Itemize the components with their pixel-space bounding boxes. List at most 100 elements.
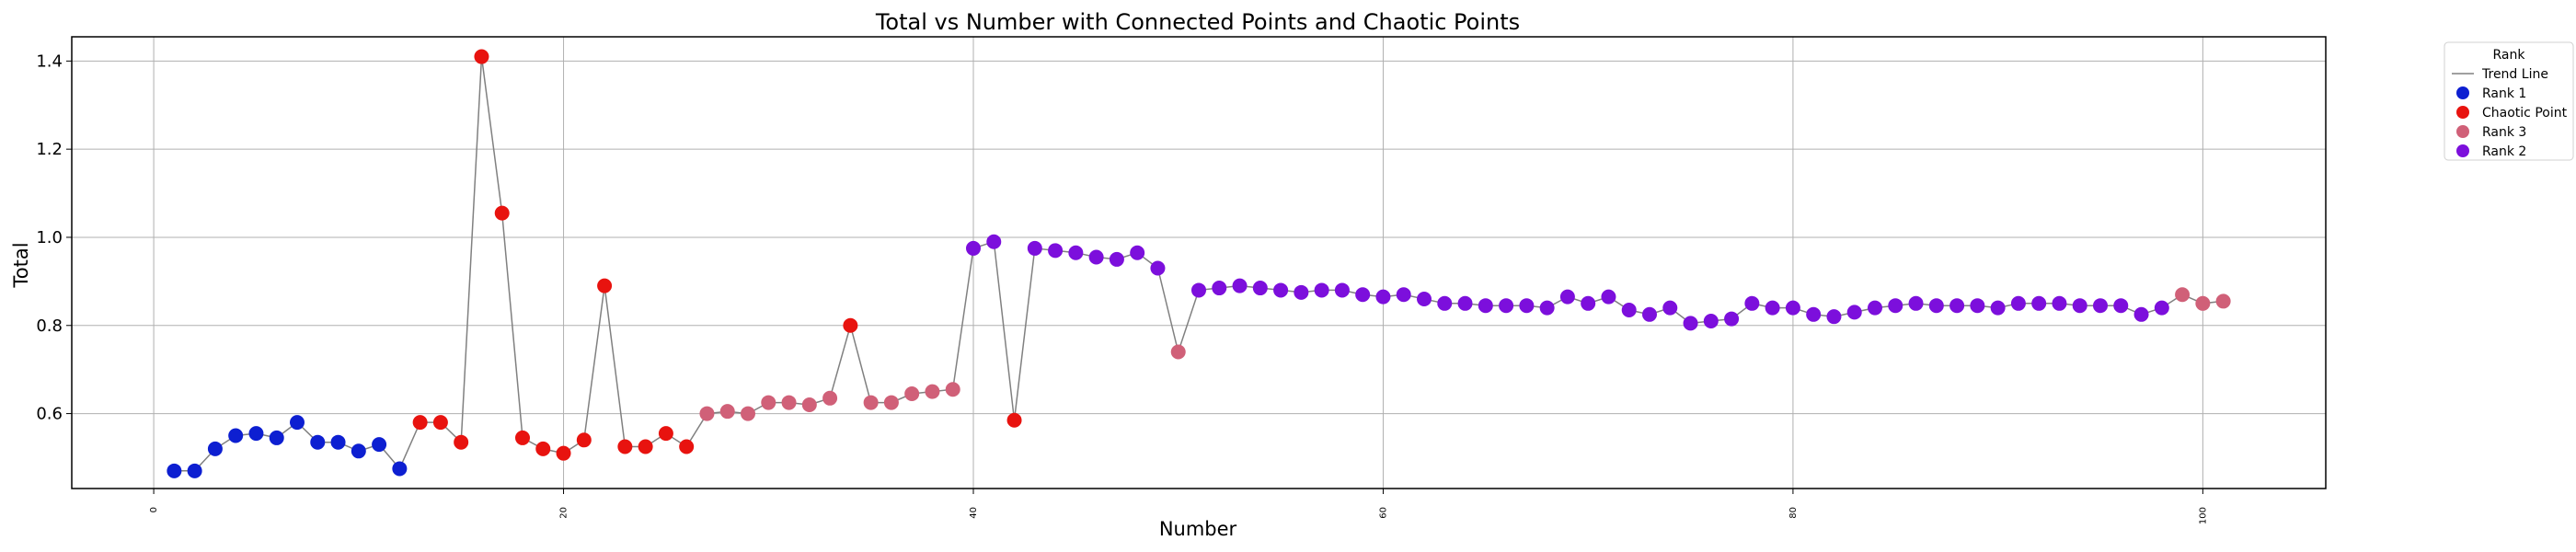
point-rank-1 <box>310 434 326 450</box>
point-chaotic-point <box>576 432 592 448</box>
grid <box>72 37 2326 489</box>
point-rank-2 <box>2154 300 2169 316</box>
point-chaotic-point <box>535 441 551 456</box>
point-chaotic-point <box>454 434 469 450</box>
point-rank-2 <box>2093 298 2108 314</box>
plot-frame <box>71 36 2327 489</box>
point-rank-2 <box>1539 300 1555 316</box>
point-rank-2 <box>986 234 1002 249</box>
point-rank-3 <box>2195 295 2211 311</box>
point-rank-2 <box>1130 245 1145 260</box>
point-rank-3 <box>781 395 797 410</box>
point-chaotic-point <box>412 415 428 431</box>
point-rank-2 <box>1150 260 1166 276</box>
point-rank-2 <box>1519 298 1535 314</box>
point-rank-2 <box>1232 278 1248 293</box>
point-rank-2 <box>1744 295 1760 311</box>
x-tick-label: 40 <box>969 507 979 519</box>
point-rank-2 <box>1334 282 1350 298</box>
point-rank-2 <box>1642 306 1657 322</box>
point-rank-2 <box>1621 302 1637 317</box>
point-rank-2 <box>1417 292 1432 307</box>
point-rank-2 <box>2133 306 2149 322</box>
y-axis-label: Total <box>10 242 32 288</box>
point-rank-1 <box>290 415 305 431</box>
point-rank-2 <box>1581 295 1596 311</box>
point-rank-2 <box>1068 245 1084 260</box>
point-rank-2 <box>1928 298 1944 314</box>
point-chaotic-point <box>556 445 571 461</box>
point-rank-2 <box>2052 295 2067 311</box>
point-rank-2 <box>1683 316 1698 331</box>
point-rank-2 <box>2072 298 2087 314</box>
point-rank-1 <box>330 434 346 450</box>
point-rank-2 <box>966 240 981 256</box>
point-rank-3 <box>719 404 735 420</box>
legend-label: Rank 3 <box>2482 125 2526 140</box>
point-rank-2 <box>1601 289 1616 305</box>
point-chaotic-point <box>432 415 448 431</box>
legend-box <box>2444 41 2574 161</box>
point-rank-2 <box>1212 281 1227 296</box>
point-rank-2 <box>1559 289 1575 305</box>
point-chaotic-point <box>679 439 695 454</box>
legend-marker-swatch <box>2456 144 2469 157</box>
point-rank-2 <box>1478 298 1493 314</box>
point-rank-2 <box>1765 300 1780 316</box>
x-axis-label: Number <box>1159 518 1237 540</box>
x-tick-label: 20 <box>559 507 569 519</box>
legend-label: Trend Line <box>2481 67 2548 82</box>
point-rank-2 <box>1457 295 1473 311</box>
point-chaotic-point <box>597 278 613 293</box>
point-rank-2 <box>1785 300 1800 316</box>
point-rank-2 <box>1806 306 1822 322</box>
legend-label: Chaotic Point <box>2482 106 2568 121</box>
point-rank-2 <box>1949 298 1965 314</box>
point-rank-2 <box>1846 305 1862 320</box>
point-rank-2 <box>1724 311 1740 327</box>
point-rank-1 <box>392 461 408 477</box>
legend-label: Rank 1 <box>2482 86 2526 101</box>
legend-entries: Trend Line Rank 1 Chaotic Point Rank 3 Rank … <box>2452 67 2568 159</box>
y-tick-label: 1.2 <box>36 140 63 159</box>
point-rank-2 <box>1252 281 1268 296</box>
point-rank-2 <box>1499 298 1514 314</box>
point-rank-2 <box>1908 295 1924 311</box>
point-rank-3 <box>2215 293 2231 309</box>
point-rank-1 <box>207 441 223 456</box>
point-rank-3 <box>945 382 960 397</box>
point-rank-1 <box>187 463 202 478</box>
x-tick-label: 80 <box>1788 507 1799 519</box>
point-rank-2 <box>1355 287 1371 303</box>
point-rank-3 <box>863 395 879 410</box>
point-chaotic-point <box>474 49 489 64</box>
point-rank-3 <box>801 397 817 412</box>
point-rank-1 <box>228 428 244 443</box>
point-chaotic-point <box>1006 412 1022 428</box>
y-tick-label: 0.6 <box>36 405 63 424</box>
point-rank-2 <box>1294 284 1309 300</box>
point-rank-2 <box>1088 249 1104 265</box>
point-rank-1 <box>351 443 366 459</box>
point-rank-2 <box>1703 313 1719 328</box>
point-rank-2 <box>2113 298 2129 314</box>
point-rank-1 <box>372 437 387 453</box>
y-tick-label: 1.0 <box>36 228 63 247</box>
point-rank-2 <box>1888 298 1903 314</box>
point-rank-2 <box>1048 243 1064 259</box>
y-tick-label: 0.8 <box>36 316 63 336</box>
point-rank-3 <box>904 386 920 402</box>
point-rank-1 <box>167 463 182 478</box>
point-rank-3 <box>883 395 899 410</box>
point-rank-2 <box>1109 251 1124 267</box>
point-rank-3 <box>1170 344 1186 360</box>
point-rank-2 <box>1191 282 1206 298</box>
point-rank-2 <box>1273 282 1289 298</box>
point-chaotic-point <box>638 439 653 454</box>
points-layer <box>167 49 2231 478</box>
point-rank-3 <box>822 390 838 406</box>
legend: Rank Trend Line Rank 1 Chaotic Point Rank 3… <box>2444 41 2574 161</box>
legend-marker-swatch <box>2456 125 2469 138</box>
